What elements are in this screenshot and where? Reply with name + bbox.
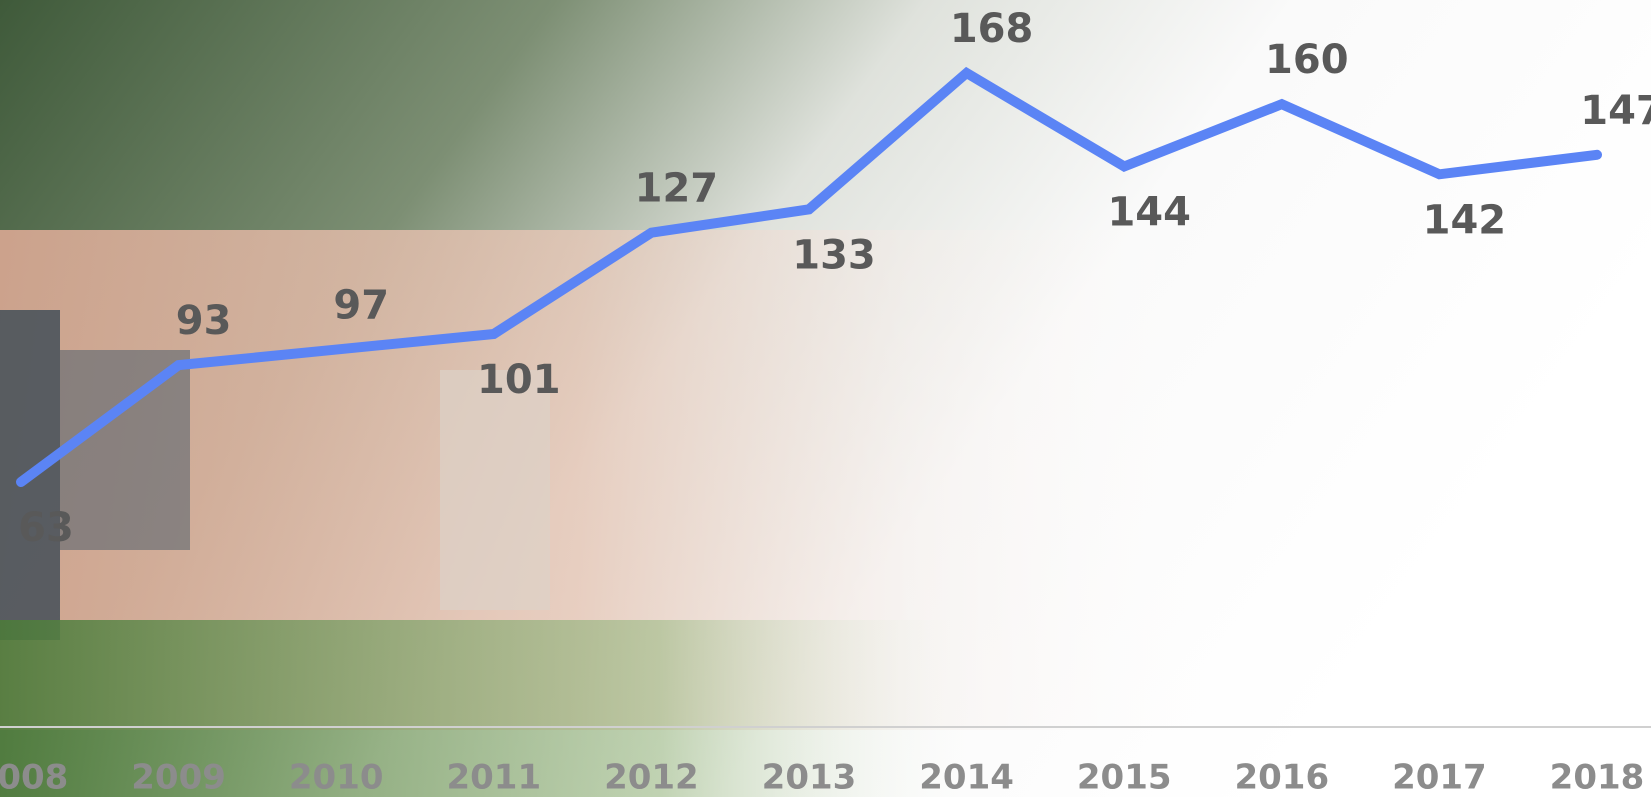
x-tick-label: 2014 <box>919 758 1014 797</box>
data-label: 144 <box>1107 189 1191 235</box>
data-label: 160 <box>1265 37 1349 83</box>
data-label: 147 <box>1580 88 1651 134</box>
data-label: 93 <box>176 298 232 344</box>
page: {"chart_data": {"type": "line", "categor… <box>0 0 1651 797</box>
x-tick-label: 2015 <box>1077 758 1172 797</box>
data-label: 63 <box>18 505 74 551</box>
background-building <box>440 370 550 610</box>
x-tick-label: 2018 <box>1550 758 1645 797</box>
x-tick-label: 2013 <box>762 758 857 797</box>
background-building <box>60 350 190 550</box>
data-label: 127 <box>635 166 719 212</box>
x-tick-label: 2009 <box>131 758 226 797</box>
x-tick-label: 2017 <box>1392 758 1487 797</box>
data-label: 142 <box>1423 197 1507 243</box>
x-tick-label: 2010 <box>289 758 384 797</box>
x-tick-label: 2012 <box>604 758 699 797</box>
data-label: 101 <box>477 357 561 403</box>
x-tick-label: 2016 <box>1234 758 1329 797</box>
data-label: 133 <box>792 232 876 278</box>
data-label: 168 <box>950 6 1034 52</box>
chart: 2008 2009 2010 2011 2012 2013 2014 2015 2016 2017… <box>0 0 1651 797</box>
data-label: 97 <box>333 283 389 329</box>
x-tick-label: 2008 <box>0 758 68 797</box>
x-tick-label: 2011 <box>446 758 541 797</box>
